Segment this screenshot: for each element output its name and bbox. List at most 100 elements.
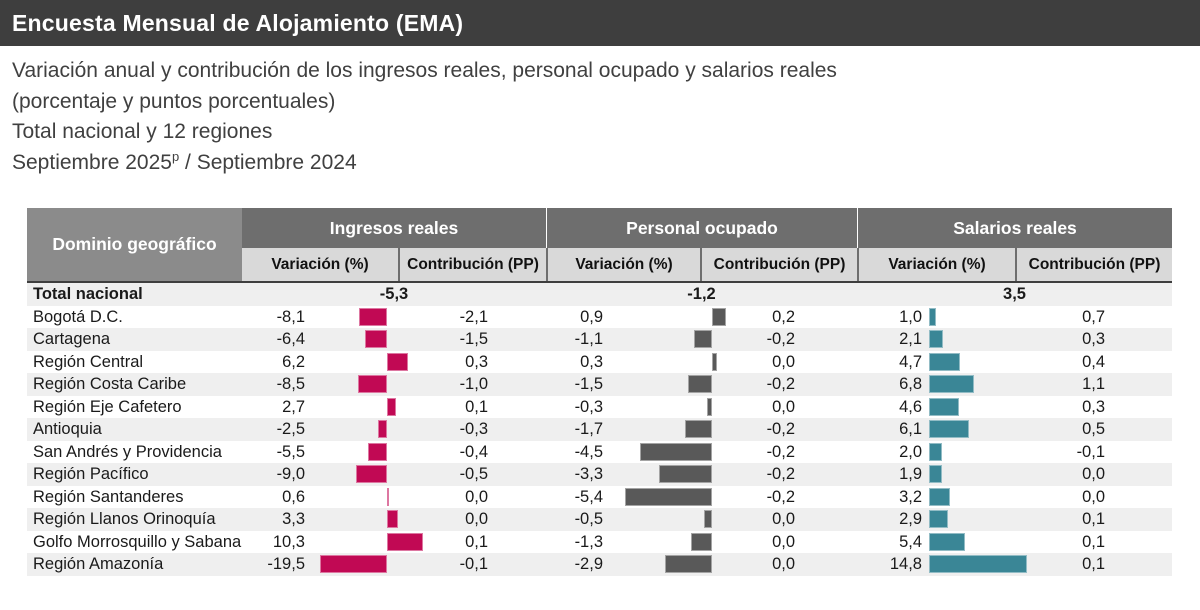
salarios-bar-chart xyxy=(922,351,1029,374)
sub-header-row: Variación (%) Contribución (PP) Variació… xyxy=(242,248,1172,281)
salarios-contribucion-value: 0,5 xyxy=(1082,420,1105,438)
salarios-variacion-value: 1,9 xyxy=(899,465,922,483)
subtitle-period: Septiembre 2025p / Septiembre 2024 xyxy=(12,148,1188,179)
personal-contribucion-value: 0,0 xyxy=(772,555,795,573)
personal-contribucion-value: 0,0 xyxy=(772,352,795,371)
ingresos-bar xyxy=(319,555,387,573)
salarios-variacion-value: 2,9 xyxy=(899,510,922,528)
salarios-variacion-value: 6,8 xyxy=(899,375,922,393)
ingresos-contribucion-value: 0,1 xyxy=(465,397,488,416)
ingresos-bar-chart xyxy=(305,441,430,464)
salarios-bar xyxy=(929,397,960,416)
salarios-variacion-value: 4,7 xyxy=(899,352,922,371)
ingresos-bar-chart xyxy=(305,306,430,329)
group-header-row: Ingresos reales Personal ocupado Salario… xyxy=(242,208,1172,248)
salarios-bar-chart xyxy=(922,396,1029,419)
salarios-bar xyxy=(929,352,961,371)
ingresos-bar xyxy=(355,465,387,483)
salarios-bar xyxy=(929,375,975,393)
ingresos-bar-chart xyxy=(305,328,430,351)
ingresos-contribucion-value: -0,3 xyxy=(459,420,488,438)
table-row: Región Pacífico -9,0 -0,5 -3,3 -0,2 1,9 0,0 xyxy=(27,463,1172,486)
page: Encuesta Mensual de Alojamiento (EMA) Va… xyxy=(0,0,1200,576)
ingresos-bar-chart xyxy=(305,553,430,576)
personal-bar-chart xyxy=(603,396,732,419)
table-row: San Andrés y Providencia -5,5 -0,4 -4,5 -0,2… xyxy=(27,441,1172,464)
ingresos-variacion-value: -6,4 xyxy=(276,330,305,348)
group-header-salarios: Salarios reales xyxy=(857,208,1172,248)
subtitle-block: Variación anual y contribución de los in… xyxy=(12,56,1188,178)
period-prefix: Septiembre 2025 xyxy=(12,150,172,174)
personal-contribucion-value: -0,2 xyxy=(766,442,795,461)
ingresos-contribucion-value: -2,1 xyxy=(459,307,488,326)
table-row: Región Eje Cafetero 2,7 0,1 -0,3 0,0 4,6 0,3 xyxy=(27,396,1172,419)
ingresos-variacion-value: 3,3 xyxy=(282,510,305,528)
salarios-bar xyxy=(929,555,1027,573)
period-suffix: / Septiembre 2024 xyxy=(179,150,357,174)
salarios-variacion-value: 2,1 xyxy=(899,330,922,348)
personal-bar xyxy=(707,397,712,416)
ingresos-variacion-value: -19,5 xyxy=(267,555,305,573)
personal-bar-chart xyxy=(603,328,732,351)
ingresos-contribucion-value: -0,5 xyxy=(459,465,488,483)
salarios-bar-chart xyxy=(922,531,1029,554)
ingresos-bar xyxy=(387,397,397,416)
table-row: Región Costa Caribe -8,5 -1,0 -1,5 -0,2 6,8 1,… xyxy=(27,373,1172,396)
salarios-variacion-value: 2,0 xyxy=(899,442,922,461)
table-row: Cartagena -6,4 -1,5 -1,1 -0,2 2,1 0,3 xyxy=(27,328,1172,351)
salarios-variacion-value: 5,4 xyxy=(899,532,922,551)
region-name: San Andrés y Providencia xyxy=(33,442,222,461)
salarios-contribucion-value: 0,0 xyxy=(1082,487,1105,506)
salarios-bar-chart xyxy=(922,418,1029,441)
personal-variacion-value: -1,3 xyxy=(574,532,603,551)
region-name: Cartagena xyxy=(33,330,111,348)
column-header-personal-contribucion: Contribución (PP) xyxy=(700,248,857,281)
personal-bar-chart xyxy=(603,531,732,554)
table-row: Golfo Morrosquillo y Sabana 10,3 0,1 -1,3 0,… xyxy=(27,531,1172,554)
ingresos-variacion-value: 0,6 xyxy=(282,487,305,506)
ingresos-variacion-value: 6,2 xyxy=(282,352,305,371)
region-name: Región Central xyxy=(33,352,144,371)
personal-variacion-value: 0,3 xyxy=(580,352,603,371)
ingresos-bar xyxy=(387,487,390,506)
column-header-salarios-variacion: Variación (%) xyxy=(857,248,1015,281)
salarios-contribucion-value: 0,1 xyxy=(1082,510,1105,528)
ingresos-bar xyxy=(387,510,399,528)
personal-variacion-value: -1,5 xyxy=(574,375,603,393)
ingresos-bar-chart xyxy=(305,486,430,509)
region-name: Región Eje Cafetero xyxy=(33,397,182,416)
table-row: Antioquia -2,5 -0,3 -1,7 -0,2 6,1 0,5 xyxy=(27,418,1172,441)
region-name: Antioquia xyxy=(33,420,102,438)
salarios-bar xyxy=(929,487,951,506)
ingresos-contribucion-value: 0,3 xyxy=(465,352,488,371)
personal-bar-chart xyxy=(603,463,732,486)
table-body: Total nacional -5,3 -1,2 3,5 Bogotá D.C.… xyxy=(27,283,1172,576)
ingresos-contribucion-value: -0,4 xyxy=(459,442,488,461)
salarios-variacion-value: 3,2 xyxy=(899,487,922,506)
personal-bar xyxy=(665,555,712,573)
salarios-contribucion-value: 0,0 xyxy=(1082,465,1105,483)
personal-variacion-value: -1,7 xyxy=(574,420,603,438)
region-name: Región Costa Caribe xyxy=(33,375,187,393)
personal-variacion-value: -1,1 xyxy=(574,330,603,348)
personal-contribucion-value: 0,2 xyxy=(772,307,795,326)
personal-contribucion-value: -0,2 xyxy=(766,465,795,483)
personal-bar xyxy=(712,307,727,326)
ingresos-contribucion-value: 0,0 xyxy=(465,487,488,506)
ingresos-bar-chart xyxy=(305,463,430,486)
salarios-contribucion-value: 0,7 xyxy=(1082,307,1105,326)
column-header-salarios-contribucion: Contribución (PP) xyxy=(1015,248,1172,281)
salarios-bar-chart xyxy=(922,441,1029,464)
total-salarios-value: 3,5 xyxy=(1003,285,1026,303)
personal-variacion-value: -2,9 xyxy=(574,555,603,573)
data-table: Dominio geográfico Ingresos reales Perso… xyxy=(27,208,1172,576)
table-row: Región Central 6,2 0,3 0,3 0,0 4,7 0,4 xyxy=(27,351,1172,374)
personal-bar xyxy=(658,465,712,483)
column-header-ingresos-variacion: Variación (%) xyxy=(242,248,398,281)
ingresos-bar-chart xyxy=(305,508,430,531)
region-name: Región Amazonía xyxy=(33,555,164,573)
personal-bar xyxy=(703,510,712,528)
table-header-right: Ingresos reales Personal ocupado Salario… xyxy=(242,208,1172,281)
personal-contribucion-value: 0,0 xyxy=(772,510,795,528)
subtitle-line-3: Total nacional y 12 regiones xyxy=(12,120,273,143)
